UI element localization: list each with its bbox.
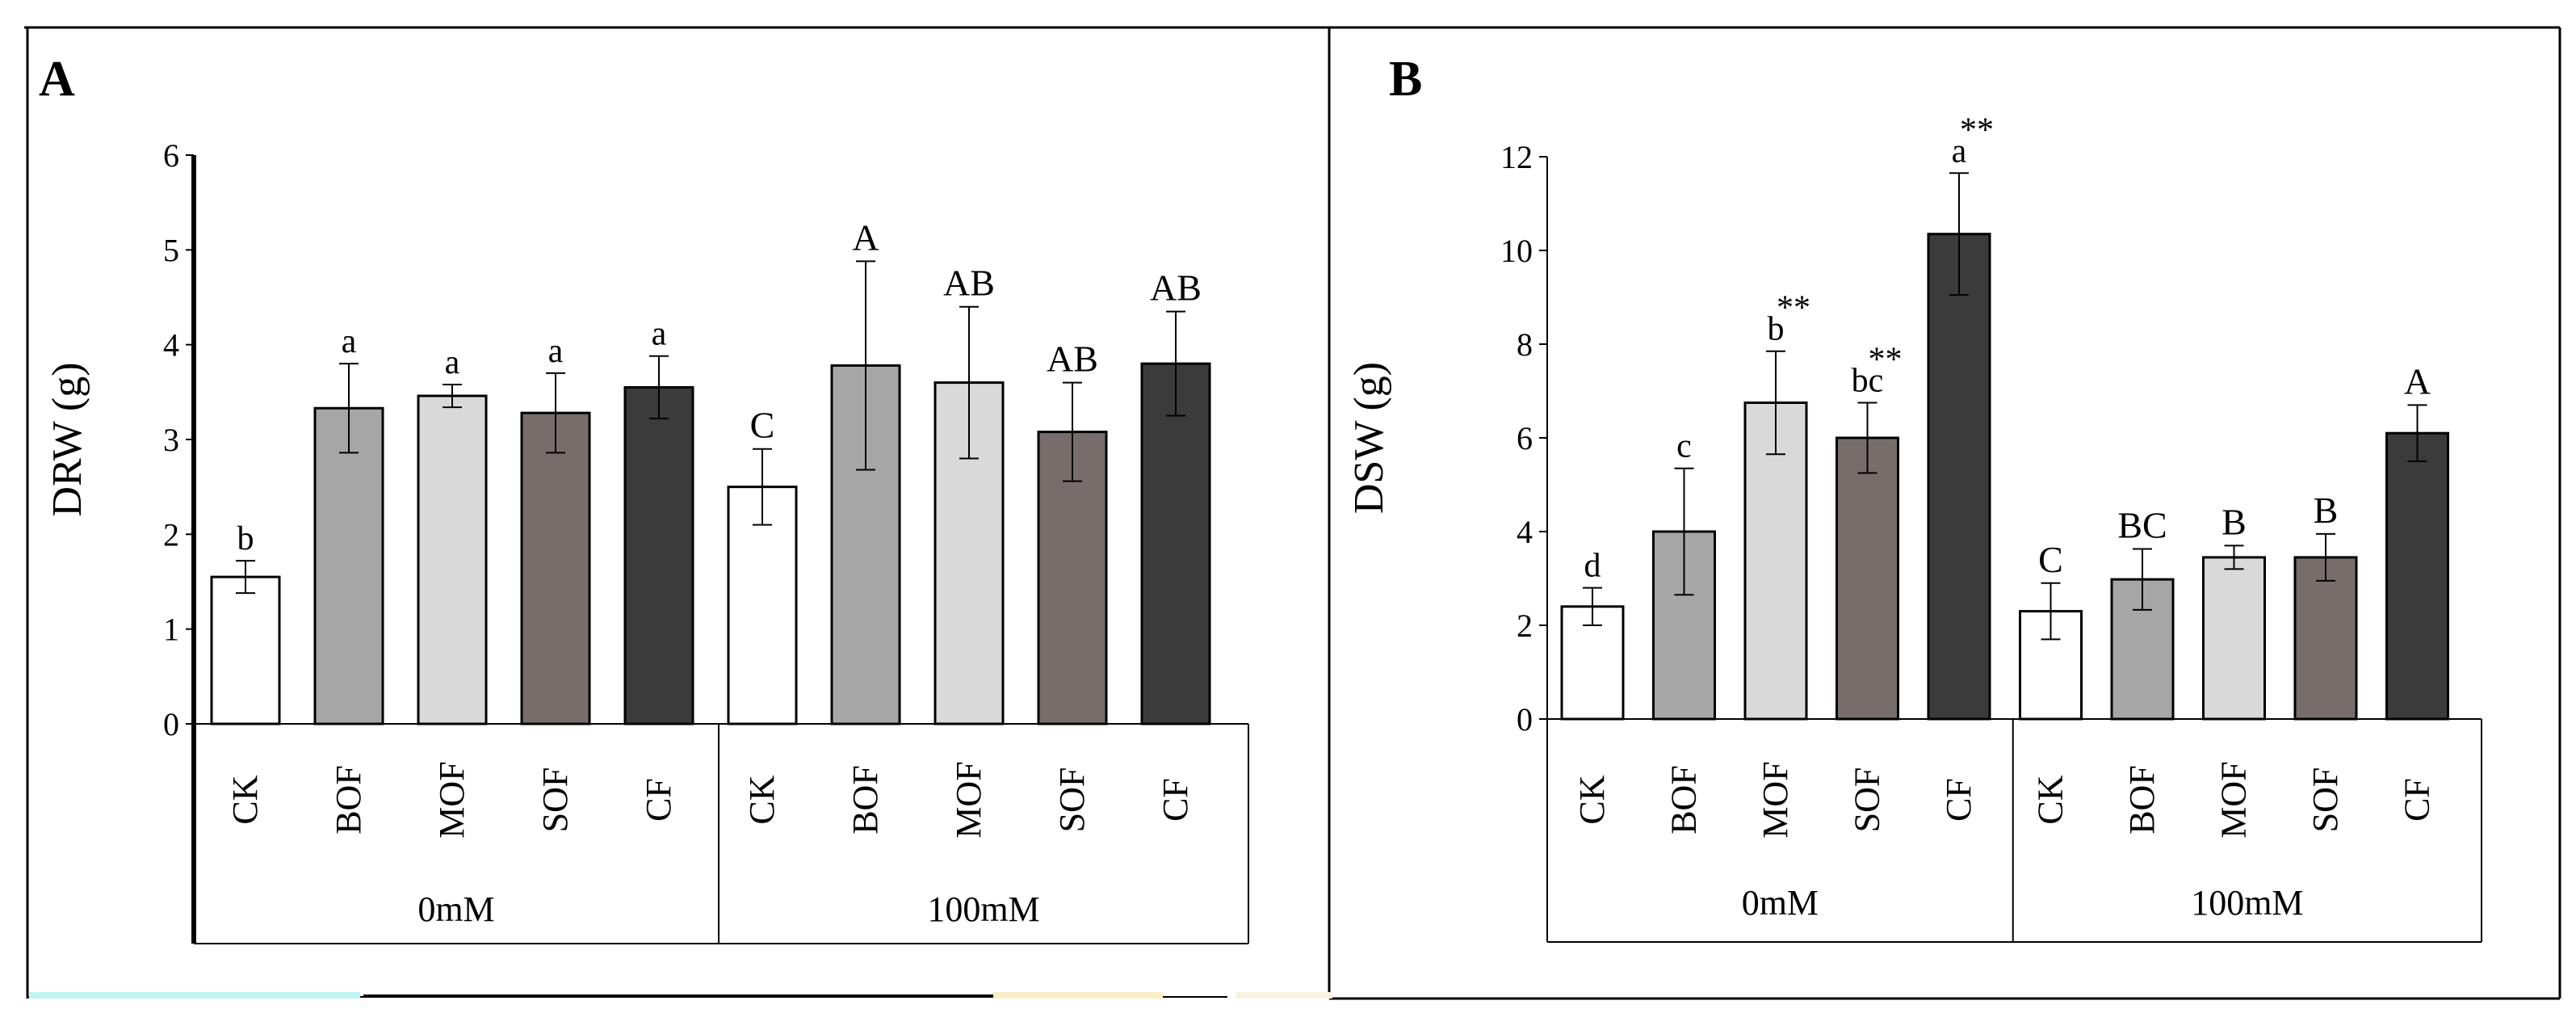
significance-label: B [2221, 501, 2247, 542]
category-label: CK [1572, 775, 1612, 824]
artifact-cream-2 [1236, 992, 1332, 999]
category-label: SOF [1052, 767, 1092, 833]
y-axis-label: DSW (g) [1346, 362, 1392, 514]
significance-label: A [2404, 360, 2431, 402]
group-label: 0mM [1742, 883, 1819, 923]
bar [1927, 233, 1991, 721]
significance-label: AB [1047, 338, 1098, 380]
y-tick-label: 0 [1517, 701, 1533, 738]
bar [1140, 362, 1211, 725]
bar [313, 406, 384, 725]
category-label: BOF [845, 765, 885, 835]
significance-label: AB [1150, 267, 1202, 309]
significance-label: AB [943, 263, 995, 304]
significance-label: a [342, 323, 357, 360]
significance-label: C [750, 405, 775, 446]
category-label: BOF [329, 765, 368, 835]
significance-label: a [1952, 132, 1967, 170]
bar [1743, 402, 1808, 721]
category-label: BOF [2122, 765, 2162, 835]
significance-label: A [852, 217, 879, 258]
category-label: MOF [949, 761, 988, 838]
artifact-cyan [29, 992, 360, 999]
y-tick-label: 10 [1500, 233, 1533, 269]
bar [2293, 556, 2358, 721]
group-label: 0mM [417, 889, 494, 929]
significance-label: bc [1852, 363, 1884, 400]
category-label: CF [639, 778, 678, 822]
panel-label: A [39, 52, 75, 107]
significance-label: b [237, 520, 254, 557]
bar [623, 385, 694, 725]
significance-label: b [1768, 311, 1785, 348]
significance-stars: ** [1869, 342, 1903, 379]
category-label: CF [1156, 778, 1195, 822]
y-tick-label: 2 [1517, 608, 1533, 644]
bar [417, 394, 488, 725]
artifact-cream [993, 992, 1163, 999]
significance-label: a [548, 333, 564, 370]
significance-stars: ** [1960, 111, 1994, 149]
y-tick-label: 4 [163, 327, 179, 364]
bar [520, 411, 591, 725]
significance-label: d [1584, 548, 1601, 585]
significance-label: BC [2117, 504, 2167, 545]
group-label: 100mM [927, 889, 1039, 929]
category-label: CK [2031, 775, 2070, 824]
y-tick-label: 6 [1517, 420, 1533, 456]
significance-label: C [2038, 539, 2063, 580]
category-label: CK [742, 775, 782, 824]
group-label: 100mM [2191, 883, 2303, 923]
y-tick-label: 6 [163, 137, 179, 174]
bar [210, 575, 281, 725]
y-tick-label: 12 [1500, 139, 1533, 175]
y-tick-label: 2 [163, 516, 179, 553]
y-tick-label: 0 [163, 706, 179, 742]
category-label: MOF [432, 761, 472, 838]
y-axis-label: DRW (g) [44, 362, 90, 516]
y-tick-label: 8 [1517, 326, 1533, 363]
significance-label: a [652, 316, 667, 353]
significance-label: a [445, 344, 460, 381]
panel-a-chart: A DRW (g) 0 1 2 3 4 5 6 0mM 100mM b CK a BOF a MOF a SOF a C… [39, 52, 1249, 944]
category-label: CF [2398, 778, 2437, 822]
significance-label: B [2314, 490, 2339, 531]
y-tick-label: 5 [163, 232, 179, 268]
category-label: CF [1939, 778, 1978, 822]
panel-label: B [1389, 52, 1422, 107]
significance-stars: ** [1777, 290, 1810, 327]
significance-label: c [1676, 428, 1692, 465]
category-label: MOF [2214, 761, 2254, 838]
category-label: SOF [1848, 767, 1887, 833]
category-label: CK [225, 775, 265, 824]
category-label: MOF [1756, 761, 1795, 838]
bar [2385, 431, 2449, 721]
y-tick-label: 4 [1517, 514, 1533, 550]
category-label: BOF [1664, 765, 1704, 835]
category-label: SOF [2305, 767, 2345, 833]
bar [1836, 436, 1899, 721]
bar [2202, 556, 2266, 721]
category-label: SOF [535, 767, 575, 833]
y-tick-label: 3 [163, 422, 179, 458]
y-tick-label: 1 [163, 612, 179, 648]
